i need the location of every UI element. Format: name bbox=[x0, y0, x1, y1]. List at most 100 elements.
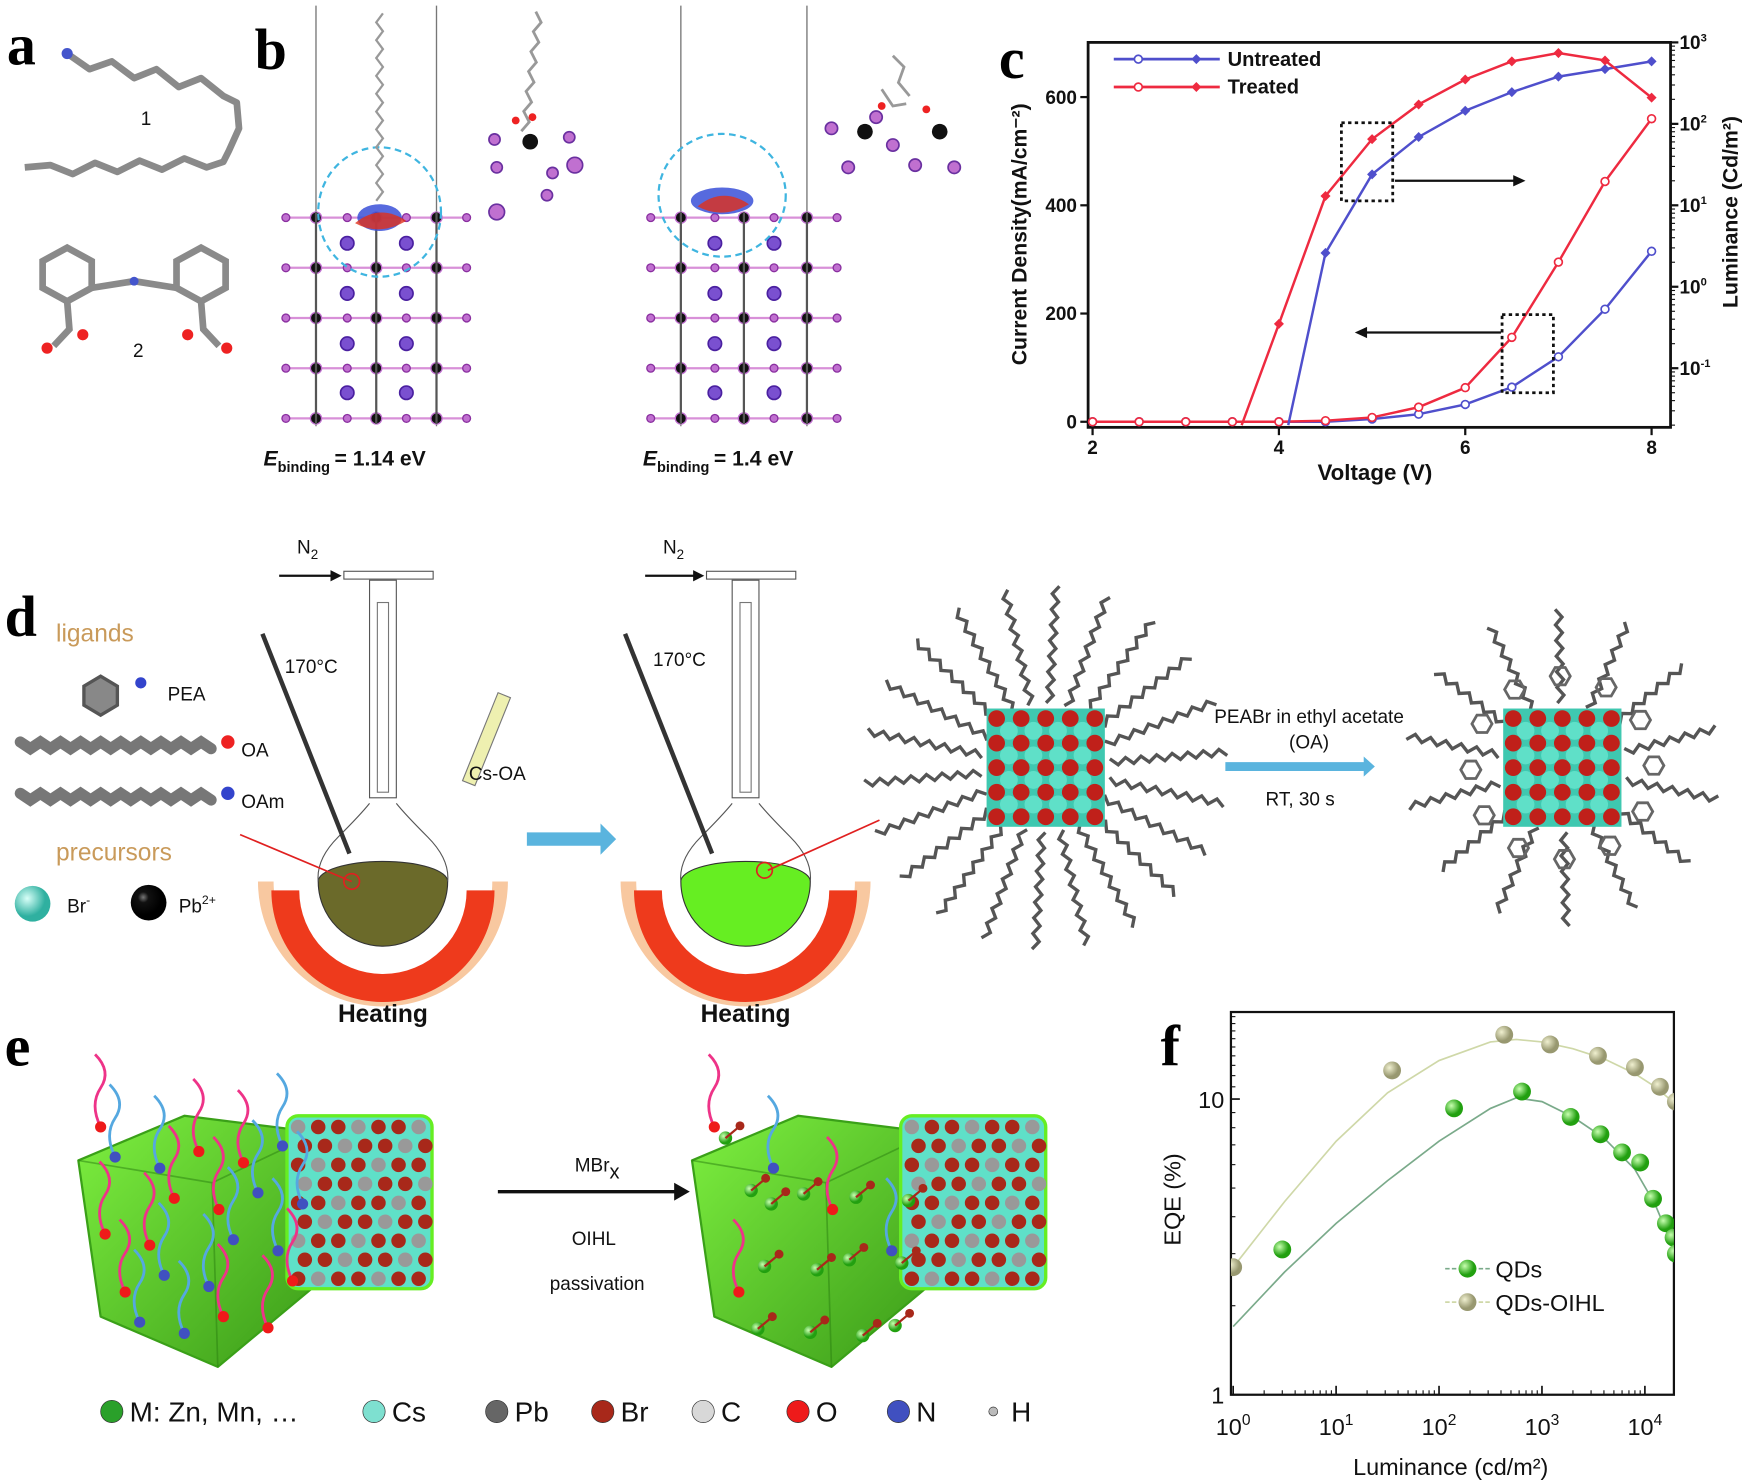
lattice-atom bbox=[951, 1214, 966, 1230]
molecule-2-label: 2 bbox=[133, 341, 144, 362]
lattice-atom bbox=[1025, 1157, 1040, 1173]
lattice-atom bbox=[1004, 1195, 1020, 1211]
lattice-atom bbox=[398, 1176, 413, 1192]
br-atom bbox=[710, 213, 720, 223]
zoom-pointer bbox=[767, 819, 880, 872]
amine-head bbox=[178, 1327, 190, 1339]
y-tick-label: 0 bbox=[1066, 412, 1077, 433]
y-tick-label: 1 bbox=[1211, 1383, 1224, 1409]
lattice-atom bbox=[317, 1214, 333, 1230]
legend-label-n: N bbox=[916, 1397, 936, 1428]
n2-flow-arrowhead bbox=[693, 570, 705, 582]
lattice-atom bbox=[991, 1176, 1007, 1192]
metal-bromide-br-atom bbox=[872, 1318, 882, 1328]
x-tick-label: 102 bbox=[1422, 1412, 1457, 1440]
condenser-inner-tube bbox=[739, 601, 752, 793]
lattice-atom bbox=[911, 1214, 926, 1230]
br-atom bbox=[646, 313, 656, 323]
lattice-atom bbox=[351, 1157, 366, 1173]
cs-atom bbox=[339, 336, 355, 352]
metal-bromide-br-atom bbox=[781, 1187, 791, 1197]
legend-label-br: Br bbox=[621, 1397, 649, 1428]
y-right-tick-label: 10-1 bbox=[1679, 358, 1710, 380]
pb-br-atom bbox=[1603, 734, 1620, 752]
lattice-atom bbox=[310, 1119, 326, 1135]
lattice-atom bbox=[984, 1119, 1000, 1135]
pb-br-atom bbox=[1012, 710, 1030, 727]
ligand-chain bbox=[884, 679, 989, 742]
ligand-chain bbox=[874, 788, 988, 836]
lattice-atom bbox=[331, 1233, 346, 1249]
cs-atom bbox=[766, 235, 782, 251]
ligands-heading: ligands bbox=[56, 621, 134, 648]
lattice-atom bbox=[331, 1119, 346, 1135]
condenser-inner-tube bbox=[376, 601, 390, 793]
carboxyl-head bbox=[193, 1145, 205, 1158]
surface-ligand bbox=[211, 1136, 225, 1211]
data-point bbox=[1460, 105, 1471, 116]
br-atom bbox=[646, 263, 656, 273]
carboxyl-head bbox=[99, 1228, 111, 1240]
pea-ring bbox=[1598, 835, 1622, 856]
lattice-atom bbox=[1004, 1119, 1020, 1135]
cs-atom bbox=[1073, 746, 1092, 765]
cs-atom bbox=[1049, 771, 1067, 789]
tick-exponent: 1 bbox=[1701, 195, 1707, 207]
data-point bbox=[1274, 417, 1284, 427]
lattice-atom bbox=[411, 1157, 426, 1173]
charge-density-accumulation bbox=[697, 195, 749, 213]
br-atom bbox=[710, 363, 720, 373]
surface-ligand bbox=[226, 1166, 240, 1241]
surface-ligand bbox=[93, 1053, 107, 1128]
binding-subscript: binding bbox=[278, 460, 330, 476]
amine-head bbox=[297, 1198, 309, 1210]
pea-ring bbox=[1548, 666, 1572, 687]
pb-br-atom bbox=[1578, 710, 1596, 727]
tick-base: 10 bbox=[1679, 115, 1700, 136]
pea-nitrogen bbox=[135, 677, 147, 689]
pb-br-atom bbox=[1037, 710, 1055, 727]
pb-br-atom bbox=[1529, 759, 1547, 777]
reagent-sub: x bbox=[610, 1161, 620, 1183]
br-atom bbox=[832, 263, 842, 273]
ligand-chain bbox=[1553, 608, 1567, 705]
lattice-atom bbox=[1011, 1252, 1027, 1267]
pea-ring bbox=[1552, 849, 1577, 870]
y-axis-label: EQE (%) bbox=[1160, 1153, 1186, 1245]
binding-value: = 1.4 eV bbox=[714, 447, 794, 470]
pb-br-atom bbox=[1037, 734, 1055, 752]
carboxyl-head bbox=[733, 1286, 745, 1298]
lattice-atom bbox=[310, 1271, 326, 1286]
lattice-atom bbox=[357, 1214, 373, 1230]
amine-head bbox=[252, 1187, 264, 1199]
data-point bbox=[1383, 1061, 1402, 1080]
ligand-label-oam: OAm bbox=[241, 792, 284, 813]
legend-marker-open bbox=[1133, 54, 1144, 64]
cs-atom bbox=[339, 285, 355, 301]
br-atom bbox=[462, 213, 472, 223]
inset-o-atom bbox=[511, 116, 520, 125]
panel-label-f: f bbox=[1161, 1014, 1181, 1079]
precursor-name: Br bbox=[67, 897, 86, 918]
x-axis-label: Luminance (cd/m²) bbox=[1353, 1454, 1548, 1480]
molecule-1-label: 1 bbox=[141, 109, 152, 130]
lattice-atom bbox=[290, 1119, 306, 1135]
cs-atom bbox=[1049, 746, 1067, 765]
carboxyl-head bbox=[95, 1121, 107, 1133]
pb-br-atom bbox=[1553, 759, 1571, 777]
lattice-atom bbox=[411, 1119, 426, 1135]
precursor-charge: - bbox=[86, 893, 90, 907]
lattice-atom bbox=[351, 1119, 366, 1135]
ligand-chain bbox=[1614, 803, 1691, 864]
pb-br-atom bbox=[1037, 783, 1055, 801]
fit-curve-qds bbox=[1232, 1096, 1674, 1328]
precursor-br: Br- bbox=[67, 893, 90, 918]
cs-atom bbox=[707, 336, 723, 352]
lattice-atom bbox=[1004, 1233, 1020, 1249]
y-right-tick-label: 101 bbox=[1679, 195, 1706, 217]
inset-br-atom bbox=[562, 130, 576, 144]
heating-mantle bbox=[271, 890, 495, 1002]
lattice-atom bbox=[991, 1138, 1007, 1154]
br-atom bbox=[769, 213, 779, 223]
